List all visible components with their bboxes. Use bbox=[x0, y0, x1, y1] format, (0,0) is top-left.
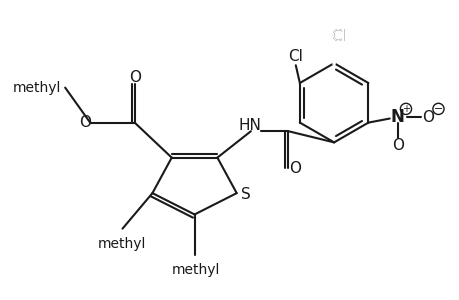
Text: O: O bbox=[289, 161, 301, 176]
Text: Cl: Cl bbox=[288, 49, 302, 64]
Text: Cl: Cl bbox=[330, 29, 345, 44]
Text: S: S bbox=[241, 187, 250, 202]
Text: HN: HN bbox=[238, 118, 261, 133]
Text: O: O bbox=[79, 115, 91, 130]
Text: methyl: methyl bbox=[97, 237, 146, 251]
Text: N: N bbox=[390, 108, 404, 126]
Text: Cl: Cl bbox=[330, 29, 345, 44]
Text: O: O bbox=[421, 110, 433, 124]
Text: methyl: methyl bbox=[171, 263, 219, 277]
Text: O: O bbox=[391, 138, 403, 153]
Text: methyl: methyl bbox=[13, 81, 61, 94]
Text: −: − bbox=[433, 104, 442, 114]
Text: +: + bbox=[401, 104, 409, 114]
Text: O: O bbox=[129, 70, 141, 86]
